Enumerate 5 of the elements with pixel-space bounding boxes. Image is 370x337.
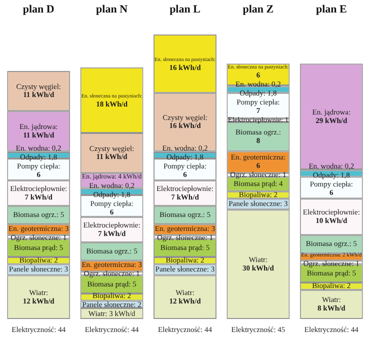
x-tick-label: plan E <box>316 3 347 16</box>
x-tick-label: plan L <box>170 3 200 16</box>
x-tick-label: plan Z <box>242 3 274 16</box>
x-tick-label: plan N <box>96 3 128 16</box>
x-tick-label: plan D <box>22 3 54 16</box>
